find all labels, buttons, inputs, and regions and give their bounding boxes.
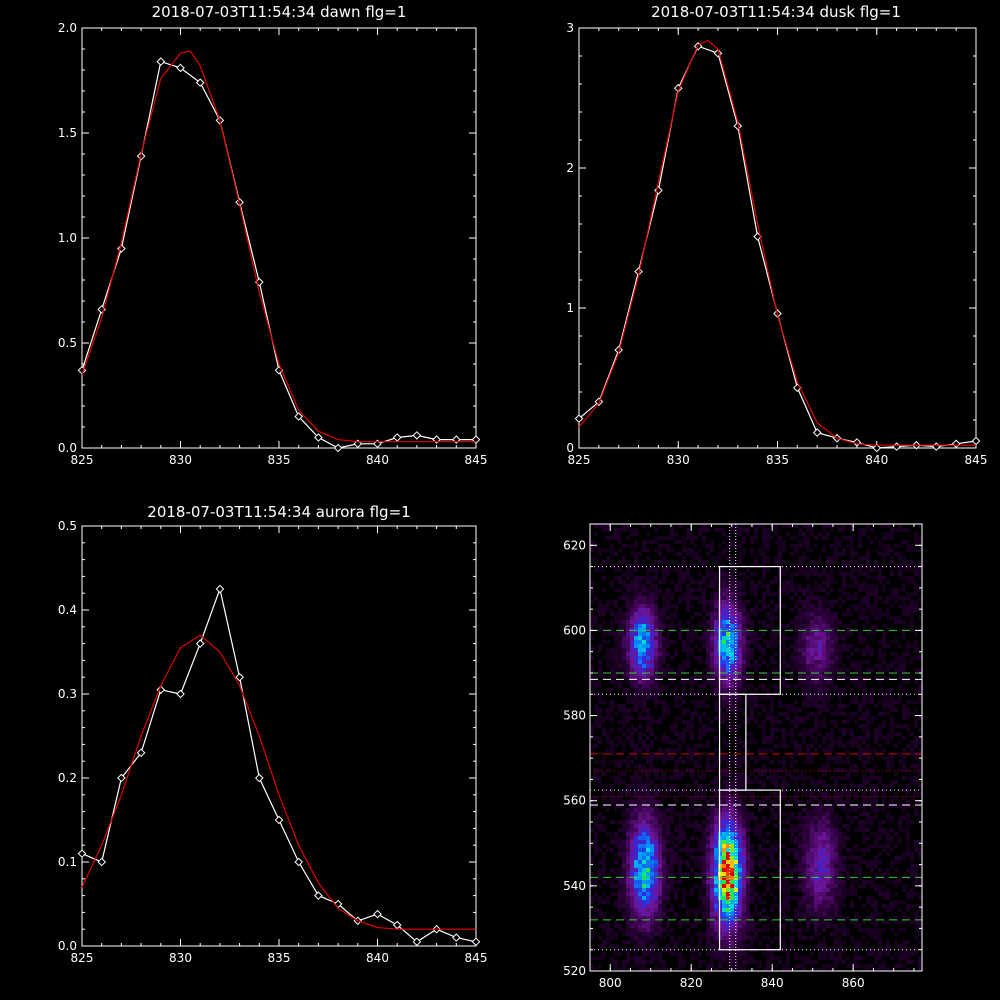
x-tick-label: 830	[667, 453, 690, 467]
y-tick-label: 0.5	[58, 336, 77, 350]
observed-point	[951, 439, 961, 449]
y-tick-label: 0.4	[58, 603, 77, 617]
observed-point	[852, 438, 862, 447]
observed-point	[471, 937, 481, 947]
observed-point	[451, 435, 461, 444]
observed-point	[733, 121, 743, 131]
y-tick-label: 1.0	[58, 231, 77, 245]
y-tick-label: 0.1	[58, 855, 77, 869]
x-tick-label: 835	[268, 453, 291, 467]
x-tick-label: 825	[71, 951, 94, 965]
observed-point	[254, 773, 264, 783]
y-tick-label: 0.0	[58, 939, 77, 953]
y-tick-label: 620	[563, 538, 586, 552]
observed-point	[156, 685, 166, 695]
observed-point	[235, 672, 244, 682]
dusk-title: 2018-07-03T11:54:34 dusk flg=1	[651, 3, 901, 21]
x-tick-label: 825	[568, 453, 591, 467]
observed-point	[294, 412, 304, 421]
y-tick-label: 0.5	[58, 519, 77, 533]
x-tick-label: 835	[766, 453, 789, 467]
dawn-title: 2018-07-03T11:54:34 dawn flg=1	[152, 3, 407, 21]
image-panel: 800 820 840 860 520 540 560 580 600 620	[563, 523, 923, 990]
dawn-panel: 2018-07-03T11:54:34 dawn flg=1 825 830 835…	[58, 3, 488, 467]
x-tick-label: 845	[965, 453, 988, 467]
observed-point	[333, 443, 343, 453]
observed-point	[176, 63, 185, 73]
observed-point	[812, 428, 822, 437]
fit-series-line	[81, 634, 476, 930]
observed-point	[156, 57, 166, 66]
observed-point	[77, 849, 87, 858]
x-tick-label: 825	[71, 453, 94, 467]
y-tick-label: 1	[566, 301, 574, 315]
x-tick-label: 820	[680, 976, 703, 990]
selection-box	[718, 693, 747, 791]
x-tick-label: 800	[599, 976, 622, 990]
plot-frame-3	[589, 523, 923, 972]
y-tick-label: 3	[566, 21, 574, 35]
aurora-panel: 2018-07-03T11:54:34 aurora flg=1 825 830 8…	[58, 503, 488, 965]
aurora-title: 2018-07-03T11:54:34 aurora flg=1	[147, 503, 410, 521]
x-tick-label: 830	[169, 951, 192, 965]
y-tick-label: 560	[563, 794, 586, 808]
x-tick-label: 845	[465, 453, 488, 467]
dusk-panel: 2018-07-03T11:54:34 dusk flg=1 825 830 835…	[566, 3, 987, 467]
x-tick-label: 835	[268, 951, 291, 965]
observed-point	[136, 748, 146, 758]
x-tick-label: 840	[366, 453, 389, 467]
y-tick-label: 0.3	[58, 687, 77, 701]
observed-point	[574, 414, 584, 423]
y-tick-label: 580	[563, 709, 586, 723]
observed-point	[195, 78, 205, 87]
y-tick-label: 2	[566, 161, 574, 175]
x-tick-label: 840	[366, 951, 389, 965]
observed-point	[654, 186, 663, 195]
observed-point	[412, 431, 422, 440]
observed-point	[872, 443, 882, 453]
fit-series-line	[578, 39, 976, 446]
observed-point	[117, 773, 126, 783]
x-tick-label: 860	[842, 976, 865, 990]
observed-point	[373, 909, 382, 919]
observed-point	[294, 857, 304, 867]
observed-point	[195, 639, 205, 648]
y-tick-label: 540	[563, 879, 586, 893]
y-tick-label: 0.0	[58, 441, 77, 455]
y-tick-label: 2.0	[58, 21, 77, 35]
x-tick-label: 840	[865, 453, 888, 467]
y-tick-label: 0	[566, 441, 574, 455]
observed-point	[451, 933, 461, 942]
observed-point	[97, 857, 107, 867]
y-tick-label: 600	[563, 623, 586, 637]
selection-box	[718, 789, 781, 951]
selection-box	[718, 565, 781, 695]
observed-point	[215, 584, 225, 594]
x-tick-label: 830	[169, 453, 192, 467]
x-tick-label: 845	[465, 951, 488, 965]
x-tick-label: 840	[761, 976, 784, 990]
observed-point	[314, 891, 323, 900]
observed-point	[432, 435, 441, 444]
y-tick-label: 1.5	[58, 126, 77, 140]
observed-point	[314, 433, 323, 442]
y-tick-label: 0.2	[58, 771, 77, 785]
observed-point	[274, 815, 284, 825]
observed-point	[412, 937, 422, 947]
observed-point	[176, 689, 185, 699]
fit-series-line	[81, 50, 476, 443]
y-tick-label: 520	[563, 964, 586, 978]
